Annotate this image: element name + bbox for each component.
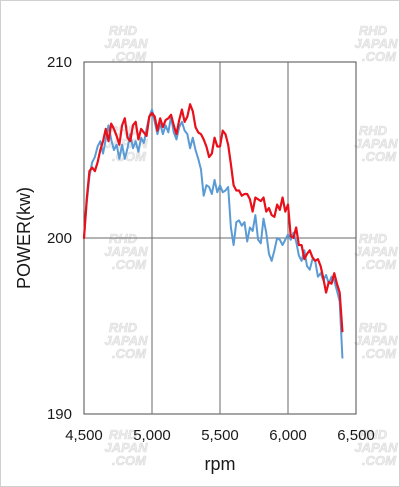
watermark-text: .COM xyxy=(362,49,397,64)
watermark-text: .COM xyxy=(362,346,397,361)
x-axis-title: rpm xyxy=(205,454,236,474)
series-line-blue xyxy=(83,108,344,359)
watermark-text: .COM xyxy=(362,257,397,272)
watermark-text: JAPAN xyxy=(104,333,148,348)
x-tick-label: 6,500 xyxy=(337,427,375,444)
watermark-text: RHD xyxy=(109,23,138,38)
watermark-text: JAPAN xyxy=(104,36,148,51)
watermark-text: .COM xyxy=(112,257,147,272)
watermark-text: RHD xyxy=(359,123,388,138)
x-tick-label: 5,000 xyxy=(133,427,171,444)
watermark-text: RHD xyxy=(109,427,138,442)
series-line-red xyxy=(82,103,344,333)
watermark-text: RHD xyxy=(359,23,388,38)
watermark-text: JAPAN xyxy=(104,244,148,259)
watermark-text: RHD xyxy=(109,320,138,335)
watermark-text: RHD xyxy=(359,231,388,246)
y-tick-label: 200 xyxy=(47,230,72,247)
watermark-text: JAPAN xyxy=(104,440,148,455)
y-axis-title: POWER(kw) xyxy=(14,187,34,289)
y-tick-label: 210 xyxy=(47,54,72,71)
watermark-text: .COM xyxy=(112,49,147,64)
x-tick-label: 5,500 xyxy=(201,427,239,444)
watermark-text: JAPAN xyxy=(354,333,398,348)
watermark-text: JAPAN xyxy=(354,440,398,455)
x-tick-label: 6,000 xyxy=(269,427,307,444)
watermark-text: JAPAN xyxy=(354,36,398,51)
watermark-text: .COM xyxy=(112,453,147,468)
watermark-text: JAPAN xyxy=(354,136,398,151)
watermark-text: RHD xyxy=(359,320,388,335)
x-tick-label: 4,500 xyxy=(65,427,103,444)
watermark-text: .COM xyxy=(362,149,397,164)
y-tick-label: 190 xyxy=(47,406,72,423)
watermark-text: .COM xyxy=(112,346,147,361)
watermark-text: RHD xyxy=(359,427,388,442)
watermark-text: .COM xyxy=(362,453,397,468)
watermark-text: JAPAN xyxy=(354,244,398,259)
